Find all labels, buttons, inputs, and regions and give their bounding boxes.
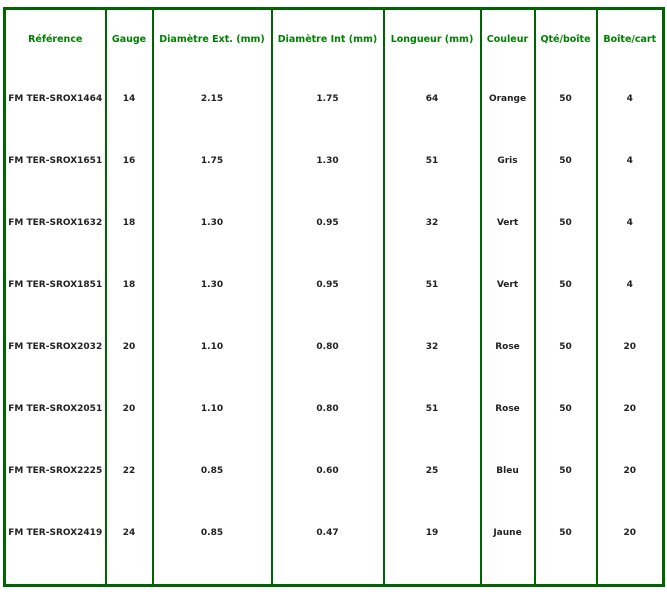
cell-qte-boite: 50 [533,378,598,440]
cell-couleur: Rose [479,316,536,378]
cell-longueur: 25 [382,440,482,502]
cell-diametre-int: 1.75 [270,68,385,130]
cell-reference: FM TER-SROX1851 [3,254,107,316]
cell-longueur: 32 [382,192,482,254]
cell-couleur: Rose [479,378,536,440]
cell-diametre-ext: 2.15 [151,68,273,130]
cell-qte-boite: 50 [533,440,598,502]
cell-diametre-ext: 0.85 [151,440,273,502]
header-row: Référence Gauge Diamètre Ext. (mm) Diamètre… [3,8,665,68]
table-row: FM TER-SROX1632 18 1.30 0.95 32 Vert 50 4 [3,192,665,254]
cell-boite-cart: 20 [595,316,665,378]
cell-gauge: 18 [104,254,154,316]
cell-gauge: 20 [104,378,154,440]
table-row: FM TER-SROX2419 24 0.85 0.47 19 Jaune 50 20 [3,502,665,564]
cell-reference: FM TER-SROX1464 [3,68,107,130]
spacer-cell [595,564,665,586]
spacer-cell [533,564,598,586]
table-row: FM TER-SROX1651 16 1.75 1.30 51 Gris 50 4 [3,130,665,192]
cell-qte-boite: 50 [533,68,598,130]
cell-boite-cart: 4 [595,68,665,130]
cell-boite-cart: 4 [595,130,665,192]
cell-couleur: Orange [479,68,536,130]
cell-diametre-ext: 1.75 [151,130,273,192]
cell-reference: FM TER-SROX2051 [3,378,107,440]
cell-diametre-int: 1.30 [270,130,385,192]
cell-couleur: Bleu [479,440,536,502]
cell-diametre-int: 0.80 [270,316,385,378]
cell-boite-cart: 4 [595,254,665,316]
cell-longueur: 51 [382,130,482,192]
cell-couleur: Vert [479,192,536,254]
cell-diametre-int: 0.95 [270,192,385,254]
cell-gauge: 20 [104,316,154,378]
cell-diametre-int: 0.95 [270,254,385,316]
spacer-cell [382,564,482,586]
header-diametre-ext: Diamètre Ext. (mm) [151,8,273,68]
spacer-cell [479,564,536,586]
cell-diametre-ext: 0.85 [151,502,273,564]
cell-qte-boite: 50 [533,130,598,192]
header-reference: Référence [3,8,107,68]
table-row: FM TER-SROX2032 20 1.10 0.80 32 Rose 50 20 [3,316,665,378]
cell-reference: FM TER-SROX2032 [3,316,107,378]
cell-gauge: 16 [104,130,154,192]
cell-reference: FM TER-SROX1632 [3,192,107,254]
cell-diametre-ext: 1.30 [151,192,273,254]
cell-longueur: 51 [382,254,482,316]
table-row: FM TER-SROX2225 22 0.85 0.60 25 Bleu 50 20 [3,440,665,502]
cell-gauge: 22 [104,440,154,502]
spacer-row [3,564,665,586]
table-row: FM TER-SROX2051 20 1.10 0.80 51 Rose 50 20 [3,378,665,440]
cell-diametre-int: 0.60 [270,440,385,502]
cell-gauge: 24 [104,502,154,564]
spacer-cell [104,564,154,586]
spacer-cell [151,564,273,586]
cell-boite-cart: 20 [595,440,665,502]
cell-qte-boite: 50 [533,502,598,564]
header-couleur: Couleur [479,8,536,68]
cell-diametre-int: 0.47 [270,502,385,564]
header-diametre-int: Diamètre Int (mm) [270,8,385,68]
spacer-cell [270,564,385,586]
table-row: FM TER-SROX1851 18 1.30 0.95 51 Vert 50 4 [3,254,665,316]
product-table: Référence Gauge Diamètre Ext. (mm) Diamètre… [3,7,665,587]
cell-qte-boite: 50 [533,192,598,254]
header-qte-boite: Qté/boîte [533,8,598,68]
cell-diametre-ext: 1.10 [151,316,273,378]
cell-diametre-int: 0.80 [270,378,385,440]
cell-boite-cart: 20 [595,378,665,440]
cell-longueur: 51 [382,378,482,440]
table-row: FM TER-SROX1464 14 2.15 1.75 64 Orange 50 4 [3,68,665,130]
cell-boite-cart: 4 [595,192,665,254]
cell-gauge: 14 [104,68,154,130]
cell-reference: FM TER-SROX1651 [3,130,107,192]
cell-longueur: 64 [382,68,482,130]
cell-couleur: Jaune [479,502,536,564]
spacer-cell [3,564,107,586]
cell-qte-boite: 50 [533,316,598,378]
cell-gauge: 18 [104,192,154,254]
header-boite-cart: Boîte/cart [595,8,665,68]
cell-longueur: 19 [382,502,482,564]
cell-couleur: Vert [479,254,536,316]
cell-longueur: 32 [382,316,482,378]
cell-diametre-ext: 1.10 [151,378,273,440]
cell-reference: FM TER-SROX2225 [3,440,107,502]
header-longueur: Longueur (mm) [382,8,482,68]
cell-qte-boite: 50 [533,254,598,316]
cell-boite-cart: 20 [595,502,665,564]
cell-diametre-ext: 1.30 [151,254,273,316]
cell-reference: FM TER-SROX2419 [3,502,107,564]
cell-couleur: Gris [479,130,536,192]
header-gauge: Gauge [104,8,154,68]
